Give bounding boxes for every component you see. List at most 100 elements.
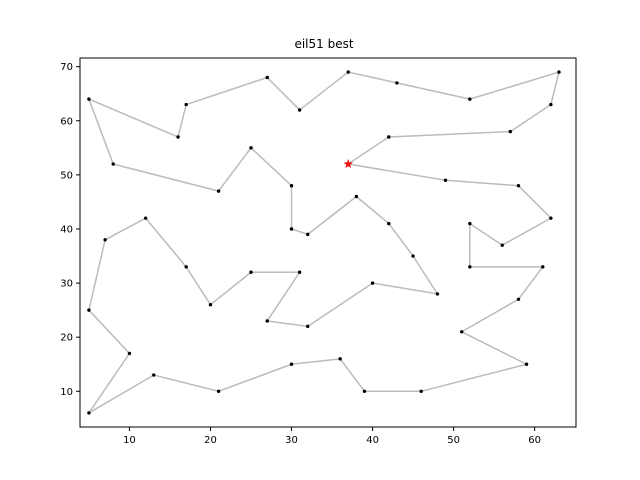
route-segment [88, 98, 114, 165]
city-point [468, 221, 472, 226]
city-point [184, 102, 188, 107]
route-segment [88, 352, 131, 414]
y-tick-label: 20 [60, 333, 73, 344]
route-segment [444, 179, 520, 187]
city-point [516, 183, 521, 188]
route-segment [153, 374, 220, 393]
route-segment [469, 222, 503, 246]
route-segment [550, 71, 560, 106]
route-segment [347, 136, 390, 165]
route-segment [460, 331, 528, 365]
route-segment [517, 266, 544, 301]
y-tick-label: 50 [60, 170, 73, 181]
city-point [87, 411, 91, 415]
chart-title: eil51 best [294, 37, 353, 51]
x-tick-label: 60 [528, 435, 541, 446]
x-tick-label: 50 [447, 435, 460, 446]
city-point [468, 265, 472, 269]
city-point [265, 75, 269, 80]
city-point [289, 227, 294, 231]
city-point [541, 265, 545, 269]
route-segment [217, 363, 293, 393]
route-segment [185, 76, 268, 106]
city-point [524, 362, 529, 366]
city-point [306, 232, 310, 237]
city-point [216, 189, 221, 193]
city-point [306, 324, 310, 329]
route-segment [412, 255, 439, 295]
city-point [468, 97, 472, 101]
route-segment [306, 195, 358, 236]
city-point [549, 102, 553, 107]
route-segment [460, 298, 520, 333]
city-point [184, 265, 188, 269]
route-segment [396, 82, 471, 100]
route-segment [339, 358, 366, 393]
city-point [289, 183, 294, 188]
route-segment [266, 320, 309, 328]
city-point [419, 389, 423, 393]
city-point [265, 319, 269, 323]
x-tick-label: 40 [366, 435, 379, 446]
city-point [249, 270, 253, 274]
route-segment [185, 266, 212, 306]
axes: 10 20 30 40 50 60 10 20 30 40 50 60 70 [60, 62, 541, 446]
city-point [338, 357, 342, 361]
route-segment [266, 76, 301, 111]
route-segment [388, 222, 414, 257]
route-segment [209, 271, 252, 306]
city-point [289, 362, 294, 366]
route-segment [88, 98, 179, 138]
route-segment [112, 163, 220, 192]
plot-area [87, 70, 561, 415]
city-point [370, 281, 375, 285]
route-segment [217, 147, 252, 192]
city-point [387, 221, 391, 226]
y-tick-label: 10 [60, 387, 73, 398]
city-point [127, 351, 132, 356]
start-city-star-marker [343, 159, 354, 169]
city-point [103, 238, 107, 242]
y-tick-label: 30 [60, 279, 73, 290]
x-tick-label: 10 [123, 435, 136, 446]
axes-frame [79, 57, 577, 428]
route-segment [355, 195, 390, 225]
city-point [249, 146, 253, 150]
route-segment [501, 217, 552, 246]
city-point [508, 129, 513, 134]
city-point [460, 330, 464, 334]
y-tick-label: 60 [60, 116, 73, 127]
city-point [362, 389, 367, 393]
city-point [354, 194, 359, 199]
city-point [297, 270, 302, 274]
city-point [208, 303, 213, 307]
route-segment [469, 71, 560, 100]
city-point [143, 216, 148, 220]
route-segment [420, 363, 528, 393]
route-segment [104, 217, 147, 241]
route-segment [298, 71, 350, 111]
route-segment [177, 103, 187, 138]
route-segment [290, 228, 309, 236]
y-tick-label: 70 [60, 62, 73, 73]
city-point [411, 254, 415, 258]
route-segment [347, 163, 447, 182]
city-point [443, 178, 448, 182]
city-point [152, 373, 156, 377]
route-segment [347, 71, 398, 84]
route-segment [250, 147, 293, 187]
route-segment [388, 130, 512, 138]
route-segment [290, 358, 341, 365]
city-point [500, 243, 504, 247]
route-segment [517, 184, 552, 219]
x-tick-label: 30 [285, 435, 298, 446]
y-tick-label: 40 [60, 224, 73, 235]
route-segment [88, 374, 155, 414]
route-segment [371, 282, 439, 295]
city-point [557, 70, 561, 74]
city-point [387, 135, 391, 139]
route-segment [266, 271, 301, 322]
city-point [216, 389, 221, 393]
city-point [111, 162, 115, 166]
